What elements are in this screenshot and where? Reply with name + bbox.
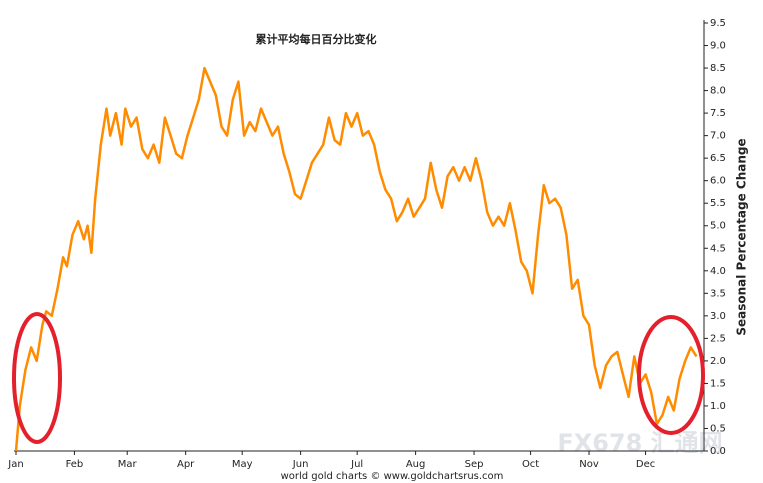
y-tick-label: 6.5 [710,153,726,164]
data-line [14,66,698,452]
x-tick-label: Jun [292,459,309,470]
x-tick-label: Feb [66,459,84,470]
y-tick-label: 8.5 [710,63,726,74]
y-tick-label: 3.5 [710,288,726,299]
y-tick-label: 2.0 [710,356,726,367]
y-tick-label: 4.5 [710,243,726,254]
chart-title: 累计平均每日百分比变化 [256,32,377,46]
y-tick-label: 0.5 [710,423,726,434]
highlight-circle [12,312,62,444]
x-tick-label: Dec [636,459,655,470]
y-tick-label: 5.5 [710,198,726,209]
y-tick-label: 3.0 [710,311,726,322]
y-tick-label: 9.0 [710,41,726,52]
y-tick-label: 7.0 [710,131,726,142]
y-tick-label: 7.5 [710,108,726,119]
x-tick-label: Nov [579,459,599,470]
y-tick-label: 5.0 [710,221,726,232]
y-tick-label: 6.0 [710,176,726,187]
watermark: FX678 汇通网 [557,429,722,457]
x-tick-label: Sep [465,459,484,470]
x-tick-label: Oct [522,459,539,470]
x-tick-label: Jul [350,459,363,470]
y-tick-label: 4.0 [710,266,726,277]
y-tick-label: 0.0 [710,446,726,457]
x-tick-label: May [232,459,253,470]
y-tick-label: 9.5 [710,18,726,29]
x-tick-label: Apr [177,459,195,470]
y-tick-label: 8.0 [710,86,726,97]
footer: world gold charts © www.goldchartsrus.co… [281,471,504,482]
x-tick-label: Jan [7,459,23,470]
y-tick-label: 1.0 [710,401,726,412]
x-tick-label: Aug [406,459,426,470]
y-tick-label: 1.5 [710,378,726,389]
highlight-circle [637,315,705,435]
y-axis-label: Seasonal Percentage Change [735,138,749,335]
plot-area [14,66,698,452]
x-tick-label: Mar [118,459,138,470]
y-tick-label: 2.5 [710,333,726,344]
